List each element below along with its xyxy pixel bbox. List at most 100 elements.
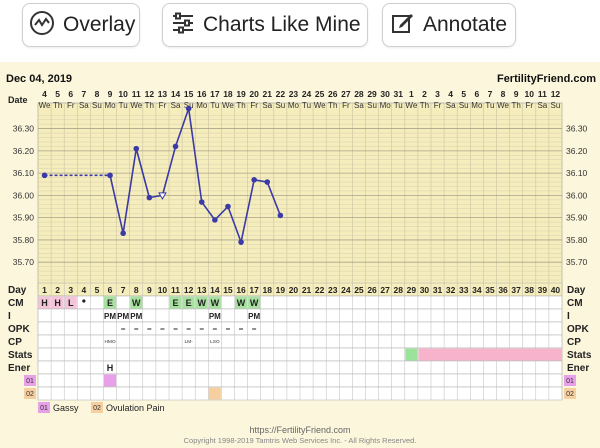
footer-url[interactable]: https://FertilityFriend.com — [249, 425, 350, 435]
cycle-day-label: 36 — [498, 285, 508, 295]
date-label: 31 — [394, 89, 404, 99]
temp-line-segment — [227, 206, 242, 243]
row-label-stats: Stats — [8, 350, 33, 361]
weekday-label: Tu — [119, 101, 128, 110]
weekday-label: Fr — [159, 101, 167, 110]
cycle-day-label: 35 — [485, 285, 495, 295]
temp-point — [120, 230, 126, 237]
temp-point — [212, 217, 218, 223]
cm-value: E — [107, 298, 113, 308]
cp-value: LSO — [210, 339, 220, 345]
y-tick-label-right: 36.30 — [566, 124, 588, 134]
cycle-day-label: 27 — [380, 285, 390, 295]
weekday-label: Mo — [380, 101, 392, 110]
date-label: 8 — [501, 89, 506, 99]
cycle-day-label: 19 — [276, 285, 286, 295]
weekday-label: Th — [145, 101, 154, 110]
temp-point — [107, 172, 113, 179]
weekday-label: We — [130, 101, 142, 110]
cm-value: W — [237, 298, 246, 308]
row-label-day: Day — [8, 285, 27, 296]
weekday-label: Mo — [471, 101, 483, 110]
cycle-day-label: 33 — [459, 285, 469, 295]
sliders-icon — [171, 11, 195, 40]
weekday-label: Tu — [394, 101, 403, 110]
date-label: 9 — [108, 89, 113, 99]
weekday-label: Sa — [262, 101, 272, 110]
weekday-label: Sa — [171, 101, 181, 110]
annotate-button[interactable]: Annotate — [382, 3, 516, 47]
charts-like-mine-label: Charts Like Mine — [203, 13, 361, 36]
y-tick-label: 36.10 — [13, 168, 35, 178]
temp-line-segment — [201, 201, 216, 221]
weekday-label: We — [405, 101, 417, 110]
cm-cell — [235, 296, 248, 309]
chart-date: Dec 04, 2019 — [6, 73, 72, 85]
date-label: 28 — [354, 89, 364, 99]
cycle-day-label: 32 — [446, 285, 456, 295]
temp-line-segment — [122, 148, 138, 234]
row-label-ener: Ener — [8, 363, 30, 374]
cm-value: W — [211, 298, 220, 308]
date-label: 2 — [422, 89, 427, 99]
legend-swatch — [91, 402, 103, 413]
cm-cell — [208, 296, 221, 309]
weekday-label: Su — [459, 101, 469, 110]
weekday-label: Tu — [302, 101, 311, 110]
weekday-label: We — [497, 101, 509, 110]
weekday-label: Sa — [354, 101, 364, 110]
overlay-button[interactable]: Overlay — [22, 3, 140, 47]
custom-row-cell — [208, 387, 221, 400]
weekday-label: Th — [511, 101, 520, 110]
y-tick-label-right: 36.20 — [566, 146, 588, 156]
ener-value: H — [107, 363, 114, 373]
row-label-cp-right: CP — [567, 337, 581, 348]
weekday-label: We — [314, 101, 326, 110]
date-label: 6 — [68, 89, 73, 99]
temp-point — [251, 177, 257, 183]
date-label: 10 — [118, 89, 128, 99]
cycle-day-label: 31 — [433, 285, 443, 295]
cycle-day-label: 23 — [328, 285, 338, 295]
custom-row-code-bg-right — [564, 375, 576, 386]
cycle-day-label: 20 — [289, 285, 299, 295]
charts-like-mine-button[interactable]: Charts Like Mine — [162, 3, 368, 47]
cycle-day-label: 39 — [538, 285, 548, 295]
cm-cell — [130, 296, 143, 309]
date-label: 17 — [210, 89, 220, 99]
weekday-label: We — [39, 101, 51, 110]
cycle-day-label: 21 — [302, 285, 312, 295]
temp-line-segment — [109, 175, 124, 234]
date-label: 23 — [289, 89, 299, 99]
cycle-day-label: 4 — [81, 285, 86, 295]
date-label: 20 — [249, 89, 259, 99]
date-label: 13 — [158, 89, 168, 99]
date-label: 6 — [474, 89, 479, 99]
cm-value: H — [54, 298, 61, 308]
temp-line-segment — [161, 146, 177, 196]
temp-point — [185, 105, 192, 112]
intercourse-value: PM — [248, 312, 260, 321]
date-label: 18 — [223, 89, 233, 99]
date-label: 16 — [197, 89, 207, 99]
cm-cell — [248, 296, 261, 309]
cycle-day-label: 30 — [420, 285, 430, 295]
cycle-day-label: 8 — [134, 285, 139, 295]
cycle-day-label: 29 — [407, 285, 417, 295]
cycle-day-label: 24 — [341, 285, 351, 295]
cycle-day-label: 12 — [184, 285, 194, 295]
weekday-label: Sa — [537, 101, 547, 110]
date-label: 5 — [461, 89, 466, 99]
date-label: 9 — [514, 89, 519, 99]
temp-point — [172, 143, 179, 150]
legend-label: Ovulation Pain — [106, 403, 165, 413]
cycle-day-label: 28 — [394, 285, 404, 295]
legend-code: 01 — [40, 405, 48, 412]
temp-line-segment — [266, 181, 282, 216]
weekday-label: Tu — [210, 101, 219, 110]
cycle-day-label: 37 — [511, 285, 521, 295]
legend-label: Gassy — [53, 403, 79, 413]
cm-cell — [104, 296, 117, 309]
date-label: 27 — [341, 89, 351, 99]
row-label-date: Date — [8, 95, 28, 105]
